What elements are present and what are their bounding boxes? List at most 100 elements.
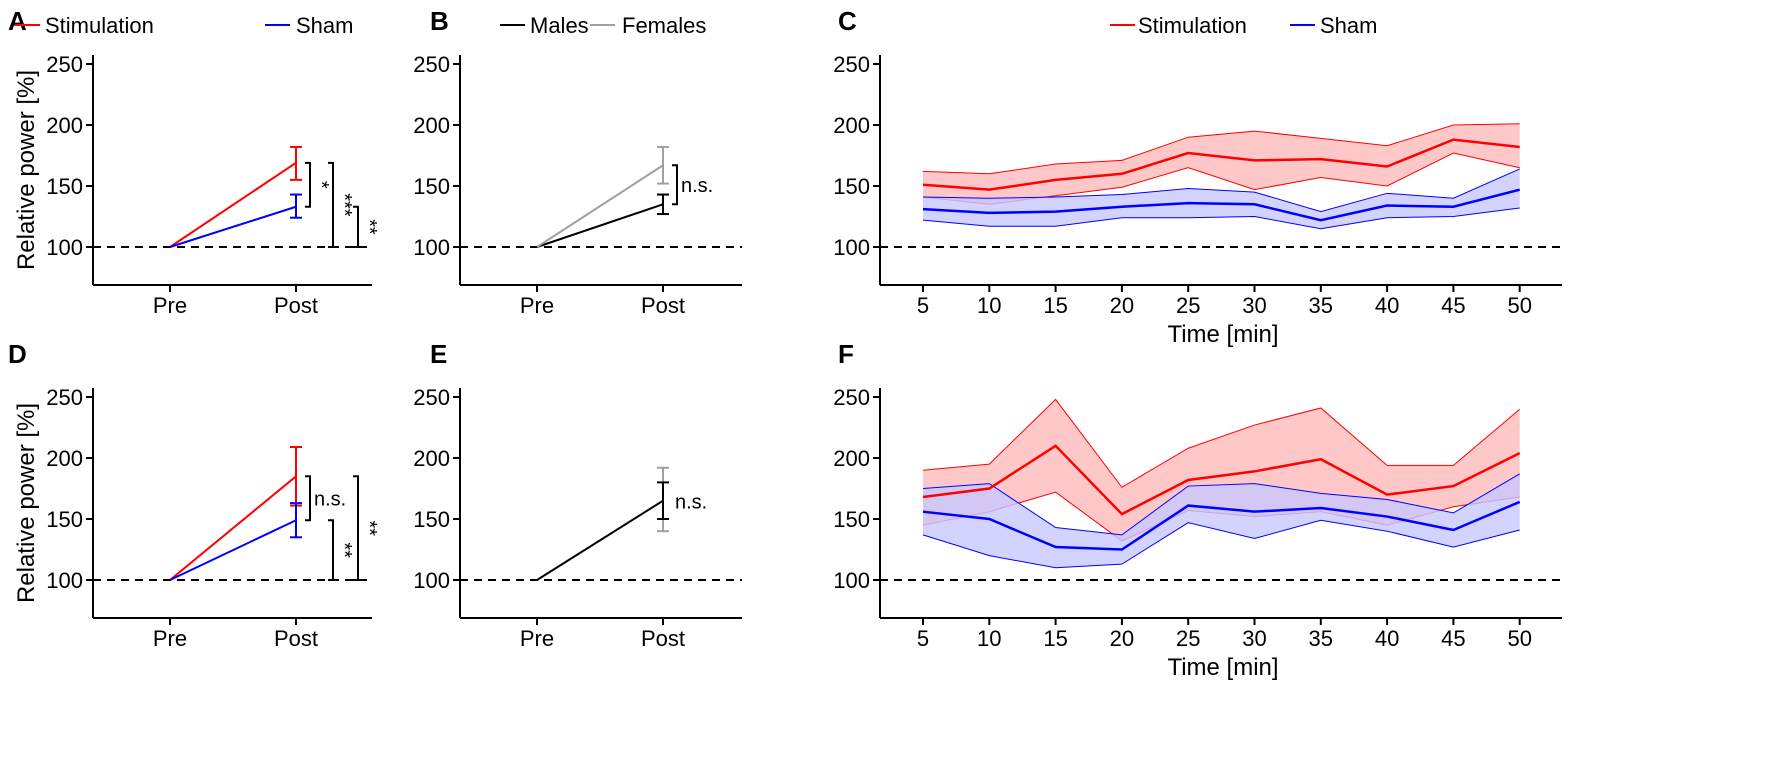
y-axis-label: Relative power [%] [13,403,40,603]
x-axis-label: Time [min] [1167,654,1278,681]
y-tick-label: 200 [833,113,870,138]
panel-label: B [430,6,449,36]
significance-label: * [310,181,332,189]
confidence-band-sham [923,168,1520,229]
y-tick-label: 150 [413,507,450,532]
legend-label-stimulation: Stimulation [45,13,154,38]
x-tick-label: 5 [917,626,929,651]
significance-bracket [328,519,334,581]
band-upper-stimulation [922,123,1520,175]
x-tick-label: 40 [1375,293,1399,318]
x-tick-label: Post [641,626,685,651]
x-tick-label: Pre [520,293,554,318]
x-tick-label: 20 [1110,626,1134,651]
x-tick-label: 35 [1309,293,1333,318]
x-tick-label: Pre [520,626,554,651]
x-tick-label: 45 [1441,626,1465,651]
x-tick-label: Post [274,293,318,318]
x-tick-label: 40 [1375,626,1399,651]
y-tick-label: 150 [413,174,450,199]
y-tick-label: 250 [833,385,870,410]
x-tick-label: 30 [1242,293,1266,318]
significance-bracket [305,475,311,522]
band-upper-sham [922,473,1520,536]
x-tick-label: 10 [977,293,1001,318]
series-line-stimulation [169,161,297,248]
panel-c: C 100 150 200 250 5 10 15 20 25 30 35 40 45 50 Time [mi… [833,6,1562,348]
x-tick-label: 15 [1043,293,1067,318]
legend-label-sham: Sham [296,13,353,38]
significance-label: *** [333,193,355,217]
panel-label: E [430,339,447,369]
x-tick-label: 20 [1110,293,1134,318]
y-tick-label: 250 [46,385,83,410]
y-tick-label: 250 [413,385,450,410]
x-tick-label: 45 [1441,293,1465,318]
significance-label: n.s. [681,175,713,197]
panel-b: B 100 150 200 250 Pre Post n.s. Males Females [413,6,742,318]
significance-label: n.s. [314,488,346,510]
y-tick-label: 250 [46,52,83,77]
series-line-sham [922,500,1521,551]
x-tick-label: Post [641,293,685,318]
x-tick-label: Post [274,626,318,651]
x-tick-label: Pre [153,293,187,318]
y-tick-label: 100 [46,568,83,593]
series-line-stimulation [922,444,1521,516]
significance-bracket [672,164,678,206]
y-tick-label: 200 [46,113,83,138]
series-line-sham [922,188,1521,222]
significance-label: ** [333,542,355,558]
y-tick-label: 250 [833,52,870,77]
y-tick-label: 200 [46,446,83,471]
series-line-sham [169,205,297,248]
confidence-band-sham [923,473,1520,568]
band-upper-sham [922,168,1520,213]
x-tick-label: 50 [1507,293,1531,318]
x-tick-label: Pre [153,626,187,651]
x-tick-label: 50 [1507,626,1531,651]
panel-label: C [838,6,857,36]
legend-label-sham: Sham [1320,13,1377,38]
y-tick-label: 100 [833,568,870,593]
x-tick-label: 35 [1309,626,1333,651]
y-tick-label: 200 [413,446,450,471]
band-upper-stimulation [922,398,1521,488]
y-tick-label: 100 [833,235,870,260]
x-tick-label: 15 [1043,626,1067,651]
legend-label-females: Females [622,13,706,38]
y-tick-label: 150 [833,174,870,199]
series-line-sham [169,519,297,581]
x-tick-label: 30 [1242,626,1266,651]
significance-label: ** [358,520,380,536]
significance-bracket [328,161,334,248]
y-tick-label: 150 [833,507,870,532]
x-tick-label: 5 [917,293,929,318]
series-line-stimulation [169,475,297,581]
significance-bracket [353,205,359,248]
y-tick-label: 200 [833,446,870,471]
x-axis-label: Time [min] [1167,321,1278,348]
panel-label: F [838,339,854,369]
y-axis-label: Relative power [%] [13,70,40,270]
legend-label-stimulation: Stimulation [1138,13,1247,38]
series-line-stimulation [922,138,1520,191]
panel-label: A [8,6,27,36]
x-tick-label: 25 [1176,626,1200,651]
y-tick-label: 150 [46,174,83,199]
x-tick-label: 25 [1176,293,1200,318]
y-tick-label: 100 [46,235,83,260]
band-lower-sham [922,519,1520,569]
y-tick-label: 200 [413,113,450,138]
y-tick-label: 150 [46,507,83,532]
significance-bracket [305,161,311,208]
panel-f: F 100 150 200 250 5 10 15 20 25 30 35 40 45 50 Time [mi… [833,339,1562,681]
panel-label: D [8,339,27,369]
significance-label: n.s. [675,492,707,514]
band-lower-sham [922,207,1520,230]
y-tick-label: 250 [413,52,450,77]
significance-label: ** [358,219,380,235]
